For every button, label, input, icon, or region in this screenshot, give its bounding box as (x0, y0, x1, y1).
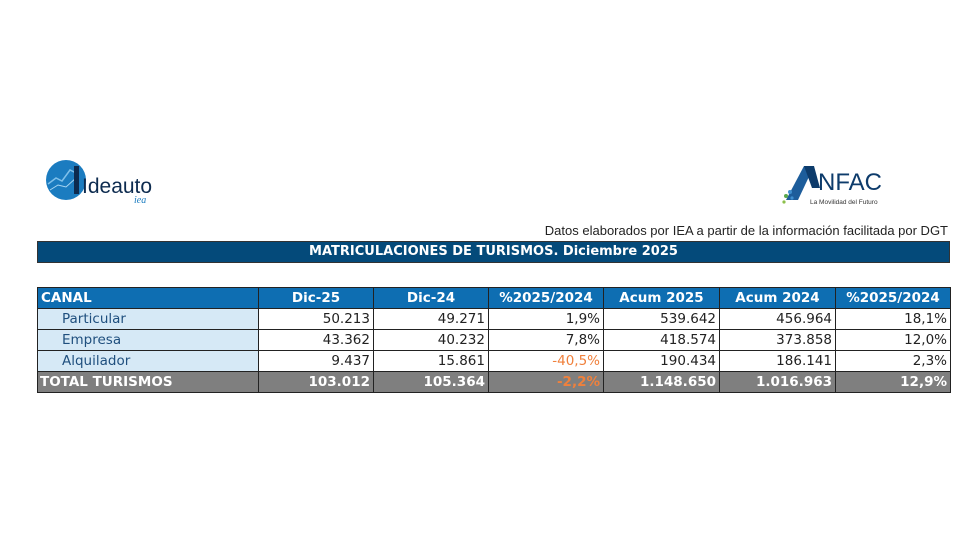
cell-acum25: 190.434 (603, 350, 720, 372)
cell-dic24: 40.232 (373, 329, 489, 351)
col-dic24: Dic-24 (373, 287, 489, 309)
table-title: MATRICULACIONES DE TURISMOS. Diciembre 2… (37, 241, 950, 263)
source-note: Datos elaborados por IEA a partir de la … (544, 223, 948, 238)
cell-pct-acum: 12,0% (835, 329, 951, 351)
registrations-table: CANAL Dic-25 Dic-24 %2025/2024 Acum 2025… (37, 287, 951, 393)
svg-text:La Movilidad del Futuro: La Movilidad del Futuro (810, 199, 878, 206)
cell-pct-acum: 18,1% (835, 308, 951, 330)
cell-pct-month: 1,9% (488, 308, 604, 330)
table-row: Particular 50.213 49.271 1,9% 539.642 45… (37, 308, 951, 330)
total-dic25: 103.012 (258, 371, 374, 393)
total-label: TOTAL TURISMOS (37, 371, 259, 393)
total-pct-month: -2,2% (488, 371, 604, 393)
col-pct-month: %2025/2024 (488, 287, 604, 309)
cell-pct-month: -40,5% (488, 350, 604, 372)
col-dic25: Dic-25 (258, 287, 374, 309)
svg-text:NFAC: NFAC (818, 169, 882, 196)
cell-pct-month: 7,8% (488, 329, 604, 351)
svg-text:iea: iea (134, 195, 146, 206)
anfac-logo: NFAC La Movilidad del Futuro (780, 162, 930, 210)
col-acum24: Acum 2024 (719, 287, 836, 309)
row-label: Particular (37, 308, 259, 330)
total-acum24: 1.016.963 (719, 371, 836, 393)
cell-acum25: 539.642 (603, 308, 720, 330)
cell-acum25: 418.574 (603, 329, 720, 351)
total-row: TOTAL TURISMOS 103.012 105.364 -2,2% 1.1… (37, 371, 951, 393)
row-label: Empresa (37, 329, 259, 351)
cell-dic25: 9.437 (258, 350, 374, 372)
cell-pct-acum: 2,3% (835, 350, 951, 372)
cell-dic25: 50.213 (258, 308, 374, 330)
col-canal: CANAL (37, 287, 259, 309)
cell-acum24: 456.964 (719, 308, 836, 330)
total-acum25: 1.148.650 (603, 371, 720, 393)
col-pct-acum: %2025/2024 (835, 287, 951, 309)
row-label: Alquilador (37, 350, 259, 372)
table-header-row: CANAL Dic-25 Dic-24 %2025/2024 Acum 2025… (37, 287, 951, 309)
cell-acum24: 186.141 (719, 350, 836, 372)
total-pct-acum: 12,9% (835, 371, 951, 393)
table-row: Alquilador 9.437 15.861 -40,5% 190.434 1… (37, 350, 951, 372)
cell-dic24: 15.861 (373, 350, 489, 372)
cell-acum24: 373.858 (719, 329, 836, 351)
svg-text:Ideauto: Ideauto (82, 175, 152, 198)
table-row: Empresa 43.362 40.232 7,8% 418.574 373.8… (37, 329, 951, 351)
cell-dic25: 43.362 (258, 329, 374, 351)
col-acum25: Acum 2025 (603, 287, 720, 309)
ideauto-logo: Ideauto iea (44, 158, 184, 208)
total-dic24: 105.364 (373, 371, 489, 393)
cell-dic24: 49.271 (373, 308, 489, 330)
